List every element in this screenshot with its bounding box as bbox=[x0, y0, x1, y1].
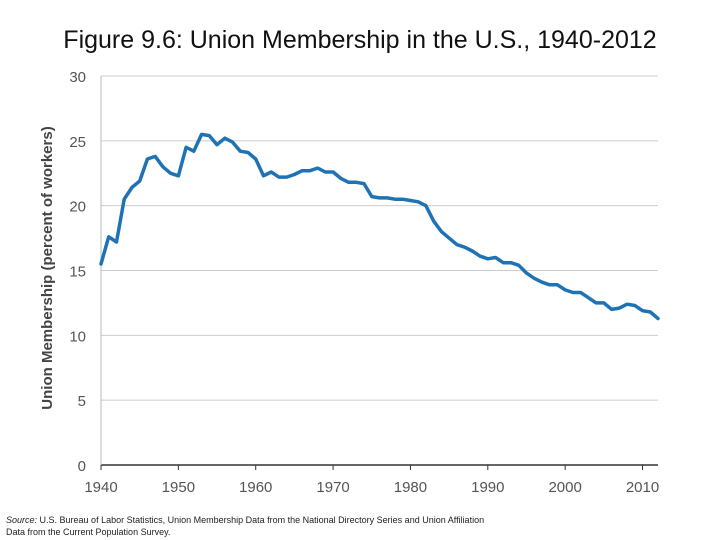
data-line bbox=[99, 132, 660, 321]
data-point bbox=[285, 175, 288, 179]
source-text-line2: Data from the Current Population Survey. bbox=[6, 527, 171, 537]
data-point bbox=[239, 150, 242, 153]
data-point bbox=[556, 283, 559, 286]
data-point bbox=[115, 240, 118, 244]
data-point bbox=[123, 197, 126, 201]
data-point bbox=[331, 170, 335, 174]
x-tick-label: 1980 bbox=[394, 479, 427, 496]
y-tick-label: 20 bbox=[69, 199, 86, 216]
data-point bbox=[246, 151, 250, 154]
data-point bbox=[169, 172, 172, 175]
chart-title: Figure 9.6: Union Membership in the U.S.… bbox=[63, 26, 657, 54]
data-point bbox=[563, 288, 567, 292]
x-tick-label: 2000 bbox=[548, 479, 581, 496]
data-point bbox=[130, 186, 134, 189]
data-point bbox=[594, 301, 598, 305]
data-point bbox=[440, 230, 443, 233]
data-point bbox=[416, 200, 420, 203]
x-tick-label: 1990 bbox=[471, 479, 504, 496]
data-point bbox=[324, 170, 327, 174]
data-point bbox=[161, 165, 165, 168]
data-point bbox=[277, 175, 281, 179]
data-point bbox=[200, 133, 203, 136]
data-point bbox=[184, 146, 188, 149]
data-point bbox=[208, 134, 211, 137]
data-point bbox=[447, 236, 451, 240]
data-point bbox=[409, 199, 412, 202]
data-point bbox=[138, 179, 141, 183]
data-point bbox=[293, 173, 296, 176]
axes: 0 5 10 15 20 25 30 1940 1950 1960 1970 1980 1990 2000… bbox=[69, 69, 659, 496]
x-tick-label: 2010 bbox=[626, 479, 659, 496]
data-point bbox=[548, 283, 551, 286]
x-tick-label: 1960 bbox=[239, 479, 272, 496]
data-point bbox=[153, 155, 157, 158]
series-line-0 bbox=[99, 132, 660, 321]
data-point bbox=[269, 170, 273, 174]
y-tick-label: 30 bbox=[69, 69, 86, 86]
data-point bbox=[533, 277, 536, 280]
y-tick-label: 10 bbox=[69, 328, 86, 345]
source-note: Source: U.S. Bureau of Labor Statistics,… bbox=[6, 514, 484, 538]
data-point bbox=[509, 261, 513, 264]
union-membership-chart: 0 5 10 15 20 25 30 1940 1950 1960 1970 1980 1990 2000… bbox=[39, 69, 660, 496]
data-point bbox=[618, 306, 621, 310]
data-point bbox=[231, 140, 234, 144]
data-point bbox=[355, 181, 358, 184]
data-point bbox=[540, 280, 544, 284]
data-point bbox=[579, 291, 582, 294]
y-tick-label: 15 bbox=[69, 264, 86, 281]
data-point bbox=[401, 197, 404, 201]
data-point bbox=[316, 166, 319, 170]
data-point bbox=[641, 309, 644, 312]
data-point bbox=[587, 296, 590, 299]
data-point bbox=[625, 303, 629, 306]
data-point bbox=[432, 220, 435, 223]
y-tick-label: 5 bbox=[78, 393, 86, 410]
gridlines bbox=[101, 75, 658, 401]
data-point bbox=[571, 291, 575, 294]
data-point bbox=[339, 177, 343, 180]
data-point bbox=[393, 197, 397, 201]
x-tick-label: 1940 bbox=[84, 479, 117, 496]
data-point bbox=[362, 182, 366, 185]
data-point bbox=[649, 310, 652, 314]
y-tick-label: 0 bbox=[78, 458, 86, 475]
x-tick-label: 1970 bbox=[316, 479, 349, 496]
data-point bbox=[633, 304, 636, 307]
source-prefix: Source: bbox=[6, 515, 38, 525]
data-point bbox=[254, 157, 257, 161]
data-point bbox=[370, 195, 373, 198]
data-point bbox=[471, 249, 474, 253]
data-point bbox=[656, 317, 660, 320]
data-point bbox=[300, 169, 304, 172]
data-point bbox=[478, 255, 482, 258]
data-point bbox=[455, 243, 459, 246]
data-point bbox=[215, 143, 219, 146]
data-point bbox=[99, 262, 103, 266]
data-point bbox=[386, 196, 389, 200]
data-point bbox=[525, 271, 528, 275]
data-point bbox=[517, 264, 520, 267]
data-point bbox=[192, 150, 196, 153]
data-point bbox=[177, 174, 180, 178]
data-point bbox=[463, 245, 466, 249]
data-point bbox=[378, 196, 381, 200]
data-point bbox=[610, 308, 613, 311]
y-axis-label: Union Membership (percent of workers) bbox=[39, 126, 56, 409]
x-tick-label: 1950 bbox=[162, 479, 195, 496]
data-point bbox=[308, 169, 312, 172]
data-point bbox=[494, 256, 497, 259]
data-point bbox=[107, 235, 110, 238]
source-text: U.S. Bureau of Labor Statistics, Union M… bbox=[37, 515, 485, 525]
data-point bbox=[262, 174, 265, 178]
data-point bbox=[602, 301, 606, 305]
data-point bbox=[424, 204, 428, 207]
data-point bbox=[347, 181, 350, 184]
data-point bbox=[146, 157, 149, 161]
data-point bbox=[502, 261, 505, 264]
data-point bbox=[223, 137, 226, 140]
data-point bbox=[486, 257, 490, 261]
y-tick-label: 25 bbox=[69, 134, 86, 151]
